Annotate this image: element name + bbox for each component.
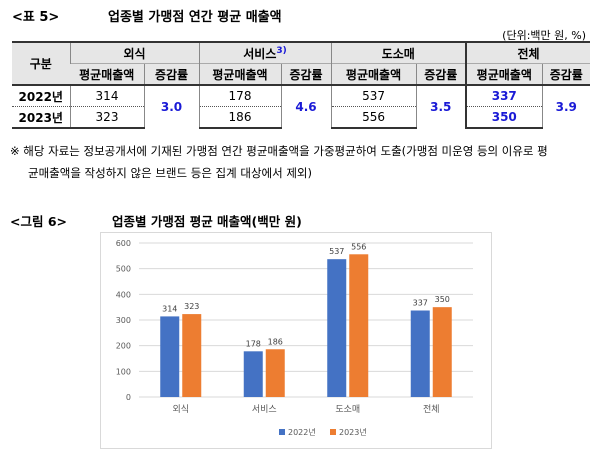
y-tick-label: 600 — [116, 239, 131, 248]
col-rate-retail: 증감률 — [415, 63, 467, 85]
cell-value: 186 — [198, 106, 281, 129]
data-label: 337 — [413, 299, 428, 308]
cell-value-total: 350 — [465, 106, 543, 129]
table-5: 구분 외식 서비스3) 도소매 전체 평균매출액 증감률 평균매출액 증감률 평… — [12, 41, 591, 129]
col-avg-food: 평균매출액 — [70, 63, 144, 85]
bar — [265, 349, 285, 397]
y-tick-label: 300 — [116, 316, 131, 325]
bar — [182, 314, 202, 397]
group-header-service: 서비스3) — [198, 41, 332, 64]
bar — [160, 316, 180, 397]
bar — [410, 310, 430, 397]
row-year: 2022년 — [12, 84, 70, 107]
legend-swatch — [330, 429, 336, 435]
group-header-food: 외식 — [69, 41, 199, 64]
table-group-header-row: 구분 외식 서비스3) 도소매 전체 — [12, 41, 591, 85]
data-label: 323 — [184, 302, 199, 311]
table-row: 2022년 314 3.0 178 4.6 537 3.5 337 3.9 — [12, 84, 591, 128]
x-tick-label: 외식 — [172, 403, 189, 415]
rate-food: 3.0 — [143, 84, 199, 128]
x-tick-label: 도소매 — [335, 404, 360, 415]
table-corner: 구분 — [12, 41, 70, 85]
bar-chart-svg: 0 100 200 300 400 500 600 314 323 외식 178 186 서비스 537 5… — [116, 239, 473, 437]
cell-value: 556 — [330, 106, 417, 129]
data-label: 537 — [329, 247, 344, 256]
cell-value: 314 — [69, 84, 144, 107]
y-tick-label: 400 — [116, 290, 131, 299]
table-note: ※ 해당 자료는 정보공개서에 기재된 가맹점 연간 평균매출액을 가중평균하여… — [10, 140, 595, 184]
rate-total: 3.9 — [541, 84, 591, 128]
cell-value: 537 — [330, 84, 417, 107]
x-tick-label: 전체 — [423, 404, 440, 415]
legend-label: 2023년 — [339, 427, 367, 437]
figure-label: <그림 6> — [10, 214, 67, 229]
legend-label: 2022년 — [288, 427, 316, 437]
rate-service: 4.6 — [280, 84, 332, 128]
table-row: 2023년 323 186 556 350 — [12, 106, 590, 129]
data-label: 314 — [162, 304, 177, 313]
y-tick-label: 500 — [116, 265, 131, 274]
group-header-total: 전체 — [465, 41, 591, 64]
y-tick-label: 100 — [116, 367, 131, 376]
data-label: 350 — [435, 295, 450, 304]
data-label: 556 — [351, 242, 366, 251]
figure-title: 업종별 가맹점 평균 매출액(백만 원) — [112, 214, 302, 229]
bar — [243, 351, 263, 397]
cell-value-total: 337 — [465, 84, 543, 107]
table-unit: (단위:백만 원, %) — [502, 29, 586, 42]
cell-value: 323 — [69, 106, 144, 129]
legend-swatch — [279, 429, 285, 435]
bar — [432, 307, 452, 397]
rate-retail: 3.5 — [415, 84, 467, 128]
col-rate-total: 증감률 — [541, 63, 591, 85]
table-title: 업종별 가맹점 연간 평균 매출액 — [108, 10, 282, 25]
bar-chart: 0 100 200 300 400 500 600 314 323 외식 178 186 서비스 537 5… — [100, 232, 492, 449]
col-avg-total: 평균매출액 — [465, 63, 543, 85]
table-label: <표 5> — [12, 10, 60, 25]
group-header-service-label: 서비스 — [243, 46, 277, 61]
data-label: 178 — [246, 339, 261, 348]
col-rate-service: 증감률 — [280, 63, 332, 85]
y-tick-label: 0 — [126, 393, 131, 402]
bar — [349, 254, 369, 397]
col-rate-food: 증감률 — [143, 63, 199, 85]
y-tick-label: 200 — [116, 342, 131, 351]
col-avg-service: 평균매출액 — [198, 63, 281, 85]
bar — [327, 259, 347, 397]
note-line-2: 균매출액을 작성하지 않은 브랜드 등은 집계 대상에서 제외) — [28, 166, 312, 180]
note-line-1: ※ 해당 자료는 정보공개서에 기재된 가맹점 연간 평균매출액을 가중평균하여… — [10, 144, 548, 158]
col-avg-retail: 평균매출액 — [330, 63, 417, 85]
x-tick-label: 서비스 — [252, 404, 277, 415]
row-year: 2023년 — [12, 106, 70, 129]
data-label: 186 — [268, 337, 283, 346]
cell-value: 178 — [198, 84, 281, 107]
footnote-marker: 3) — [276, 45, 287, 56]
group-header-retail: 도소매 — [330, 41, 467, 64]
table-sub-header-row: 평균매출액 증감률 평균매출액 증감률 평균매출액 증감률 평균매출액 증감률 — [12, 63, 591, 85]
